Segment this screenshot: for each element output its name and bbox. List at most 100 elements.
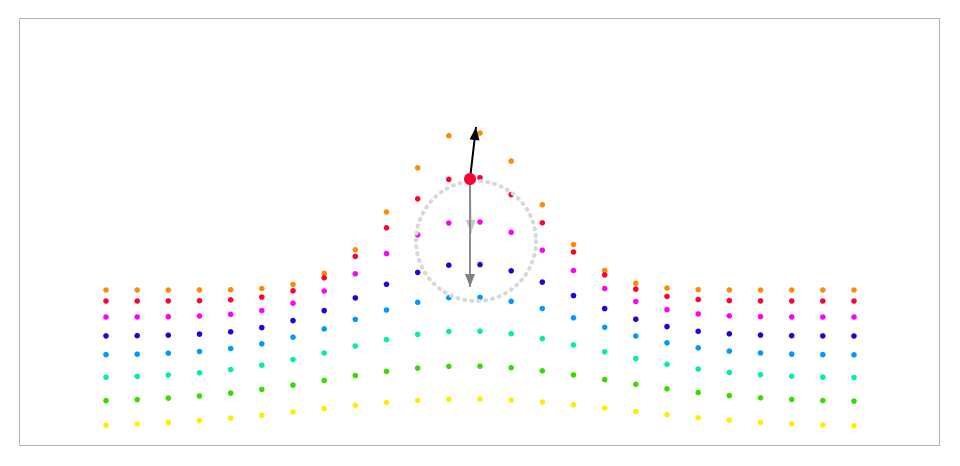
particle-dot [259, 341, 265, 347]
particle-dot [601, 267, 608, 274]
particle-dot [570, 292, 577, 299]
particle-dot [788, 332, 795, 339]
particle-dot [695, 366, 701, 372]
particle-dot [664, 285, 670, 291]
particle-dot [165, 298, 172, 304]
particle-dot [726, 331, 733, 337]
particle-dot [820, 298, 826, 304]
particle-dot [321, 270, 328, 277]
particle-dot [820, 314, 826, 320]
particle-dot [321, 288, 328, 294]
particle-dot [227, 311, 234, 318]
particle-dot [165, 395, 172, 401]
particle-dot [695, 296, 701, 303]
particle-dot [446, 363, 452, 370]
particle-dot [477, 261, 483, 268]
particle-dot [103, 298, 109, 304]
particle-dot [259, 386, 265, 393]
particle-dot [352, 402, 359, 409]
particle-dot [383, 336, 390, 343]
particle-dot [321, 307, 328, 314]
particle-dot [570, 241, 577, 248]
particle-dot [539, 368, 546, 374]
particle-dot [414, 365, 421, 371]
particle-dot [851, 374, 857, 381]
particle-dot [196, 348, 203, 355]
particle-dot [446, 262, 452, 268]
particle-dot [570, 315, 577, 321]
vector-arrows [465, 126, 480, 287]
particle-dot [165, 287, 172, 293]
particle-dot [788, 396, 795, 403]
particle-dot [757, 298, 764, 304]
particle-dot [321, 377, 328, 384]
particle-dot [477, 130, 483, 136]
particle-dot [633, 298, 639, 305]
particle-dot [726, 313, 733, 319]
particle-dot [196, 331, 203, 337]
particle-dot [539, 220, 546, 226]
particle-dot [321, 326, 328, 332]
particle-dot [383, 368, 390, 375]
particle-dot [134, 396, 140, 403]
particle-dot [414, 269, 421, 276]
particle-dot [695, 389, 701, 396]
particle-dot [757, 419, 764, 426]
particle-dot [757, 395, 764, 401]
particle-dot [259, 362, 265, 369]
particle-dot [383, 209, 390, 215]
particle-dot [290, 356, 296, 363]
particle-dot [103, 287, 109, 293]
particle-dot [539, 335, 546, 342]
particle-dot [321, 405, 328, 412]
particle-dot [383, 281, 390, 288]
particle-dot [757, 313, 764, 320]
particle-dot [227, 390, 234, 396]
highlighted-particle-marker[interactable] [464, 173, 476, 185]
particle-dot [477, 396, 483, 402]
force-arrow [465, 179, 475, 287]
particle-dot [352, 316, 359, 323]
particle-dot [196, 393, 203, 399]
particle-dot [196, 417, 203, 424]
particle-dot [851, 422, 857, 429]
particle-dot [664, 293, 670, 300]
particle-dot [664, 340, 670, 346]
particle-dot [103, 333, 109, 339]
particle-wave-canvas[interactable] [20, 19, 941, 447]
particle-dot [321, 275, 328, 281]
particle-dot [290, 288, 296, 294]
particle-dot [851, 287, 857, 293]
particle-dot [664, 323, 670, 330]
particle-dot [383, 307, 390, 313]
particle-dot [165, 332, 172, 339]
particle-dot [134, 287, 140, 293]
particle-dot [570, 249, 577, 255]
particle-dot [290, 334, 296, 341]
particle-dot [633, 333, 639, 339]
particle-dot [601, 405, 608, 411]
particle-dot [259, 412, 265, 419]
particle-dot [633, 286, 639, 292]
particle-dot [601, 349, 608, 355]
particle-dot [539, 201, 546, 208]
particle-dot [290, 300, 296, 307]
particle-dot [227, 366, 234, 373]
particle-dot [570, 342, 577, 348]
particle-dot [757, 287, 764, 293]
particle-dot [788, 314, 795, 320]
particle-dot [851, 352, 857, 358]
particle-dot [290, 317, 296, 324]
particle-dot [477, 363, 483, 370]
particle-dot [508, 397, 514, 403]
particle-dot [165, 372, 172, 378]
particle-dot [227, 286, 234, 293]
particle-dot [383, 399, 390, 406]
particle-dot [290, 409, 296, 415]
particle-dot [259, 324, 265, 331]
velocity-arrow [469, 126, 480, 180]
particle-dot [726, 417, 733, 424]
particle-dot [290, 382, 296, 388]
particle-dot [134, 332, 140, 339]
particle-dot [477, 174, 483, 181]
